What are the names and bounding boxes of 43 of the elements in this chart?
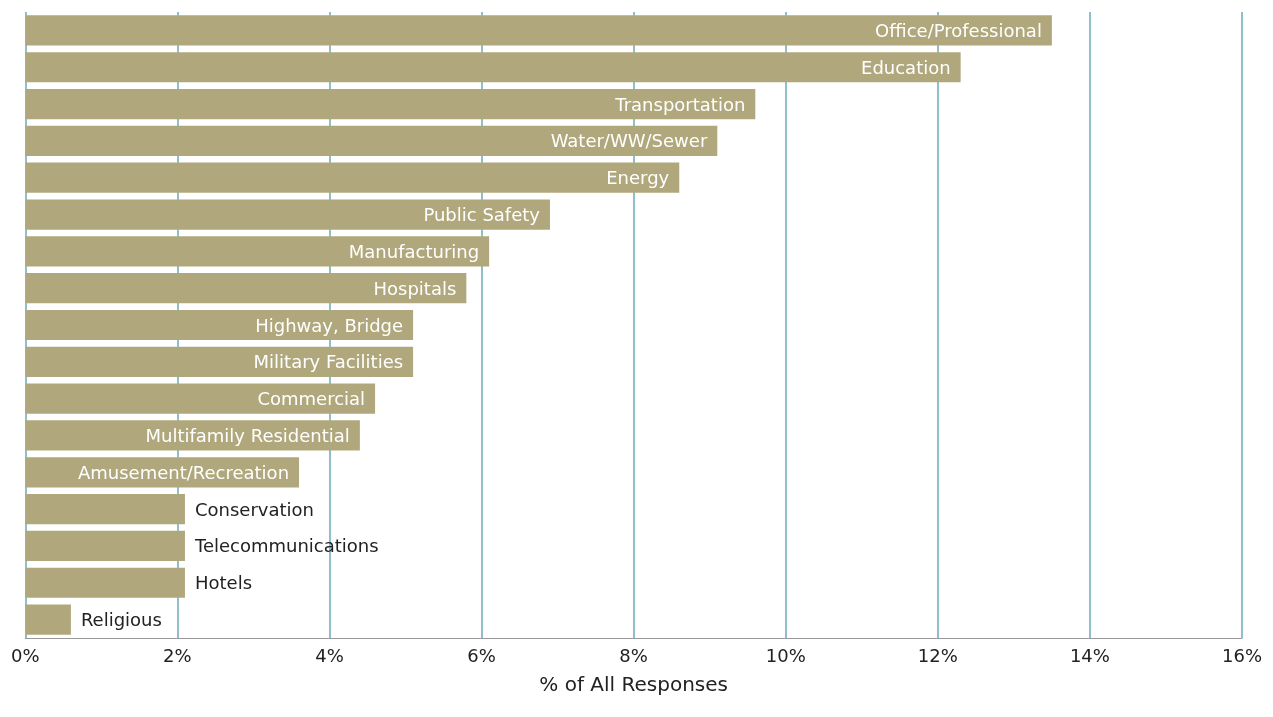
x-axis-title: % of All Responses: [539, 672, 728, 696]
bar: [25, 236, 490, 267]
x-tick-label: 6%: [467, 644, 496, 666]
bar: [25, 420, 360, 451]
bar: [25, 162, 680, 193]
bar: [25, 494, 185, 525]
y-tick-label: Hotels: [194, 572, 253, 594]
y-tick-label: Amusement/Recreation: [77, 461, 290, 483]
x-tick-label: 10%: [765, 644, 806, 666]
bar: [25, 604, 71, 635]
y-tick-label: Conservation: [194, 498, 314, 520]
x-tick-label: 0%: [11, 644, 40, 666]
bar: [25, 199, 550, 230]
x-tick-label: 12%: [917, 644, 958, 666]
x-tick-label: 4%: [315, 644, 344, 666]
bar: [25, 567, 185, 598]
x-tick-label: 14%: [1069, 644, 1110, 666]
y-tick-label: Manufacturing: [348, 240, 480, 262]
x-tick-label: 16%: [1221, 644, 1262, 666]
y-tick-label: Office/Professional: [875, 19, 1042, 41]
bar: [25, 88, 756, 120]
y-tick-label: Public Safety: [423, 204, 541, 226]
y-tick-label: Education: [861, 56, 951, 78]
y-tick-label: Telecommunications: [193, 535, 379, 557]
bar: [25, 273, 467, 304]
y-tick-label: Transportation: [614, 93, 746, 115]
x-tick-label: 8%: [619, 644, 648, 666]
y-tick-label: Water/WW/Sewer: [550, 130, 708, 152]
bar: [25, 125, 718, 156]
y-tick-label: Highway, Bridge: [255, 314, 404, 336]
x-tick-label: 2%: [163, 644, 192, 666]
y-tick-label: Hospitals: [373, 277, 457, 299]
y-tick-label: Religious: [80, 609, 162, 631]
y-tick-label: Multifamily Residential: [145, 424, 350, 446]
bar: [25, 346, 414, 377]
bar: [25, 383, 376, 414]
bar: [25, 15, 1052, 46]
bar: [25, 530, 185, 562]
y-tick-label: Military Facilities: [253, 351, 404, 373]
bar: [25, 309, 414, 341]
bar: [25, 52, 961, 83]
y-tick-label: Energy: [606, 167, 670, 189]
y-tick-label: Commercial: [257, 388, 366, 410]
